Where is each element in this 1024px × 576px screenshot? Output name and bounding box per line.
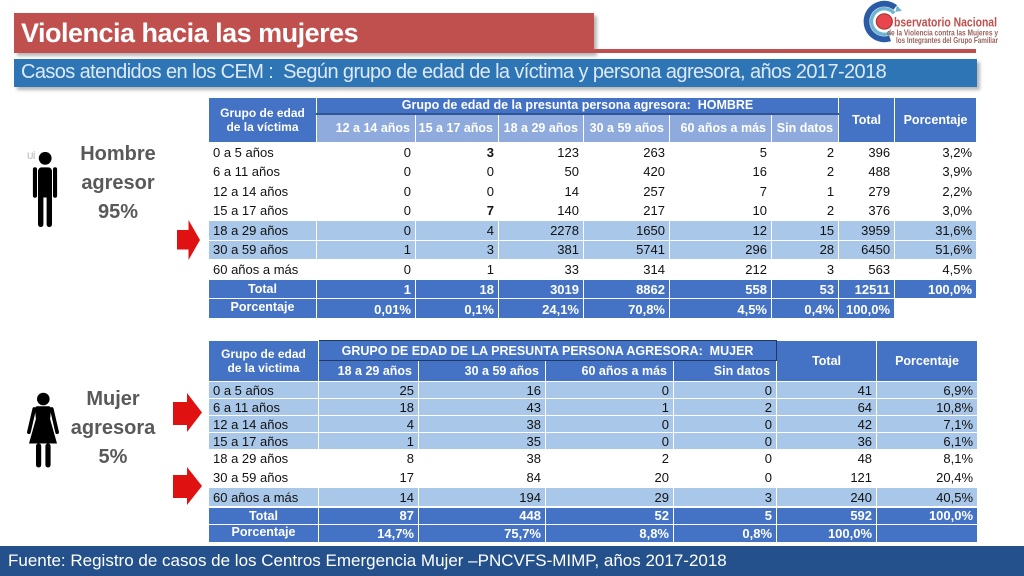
- svg-text:los Integrantes del Grupo Fami: los Integrantes del Grupo Familiar: [896, 35, 999, 45]
- svg-text:bservatorio Nacional: bservatorio Nacional: [894, 15, 997, 30]
- svg-text:de la Violencia contra las Muj: de la Violencia contra las Mujeres y: [887, 28, 998, 38]
